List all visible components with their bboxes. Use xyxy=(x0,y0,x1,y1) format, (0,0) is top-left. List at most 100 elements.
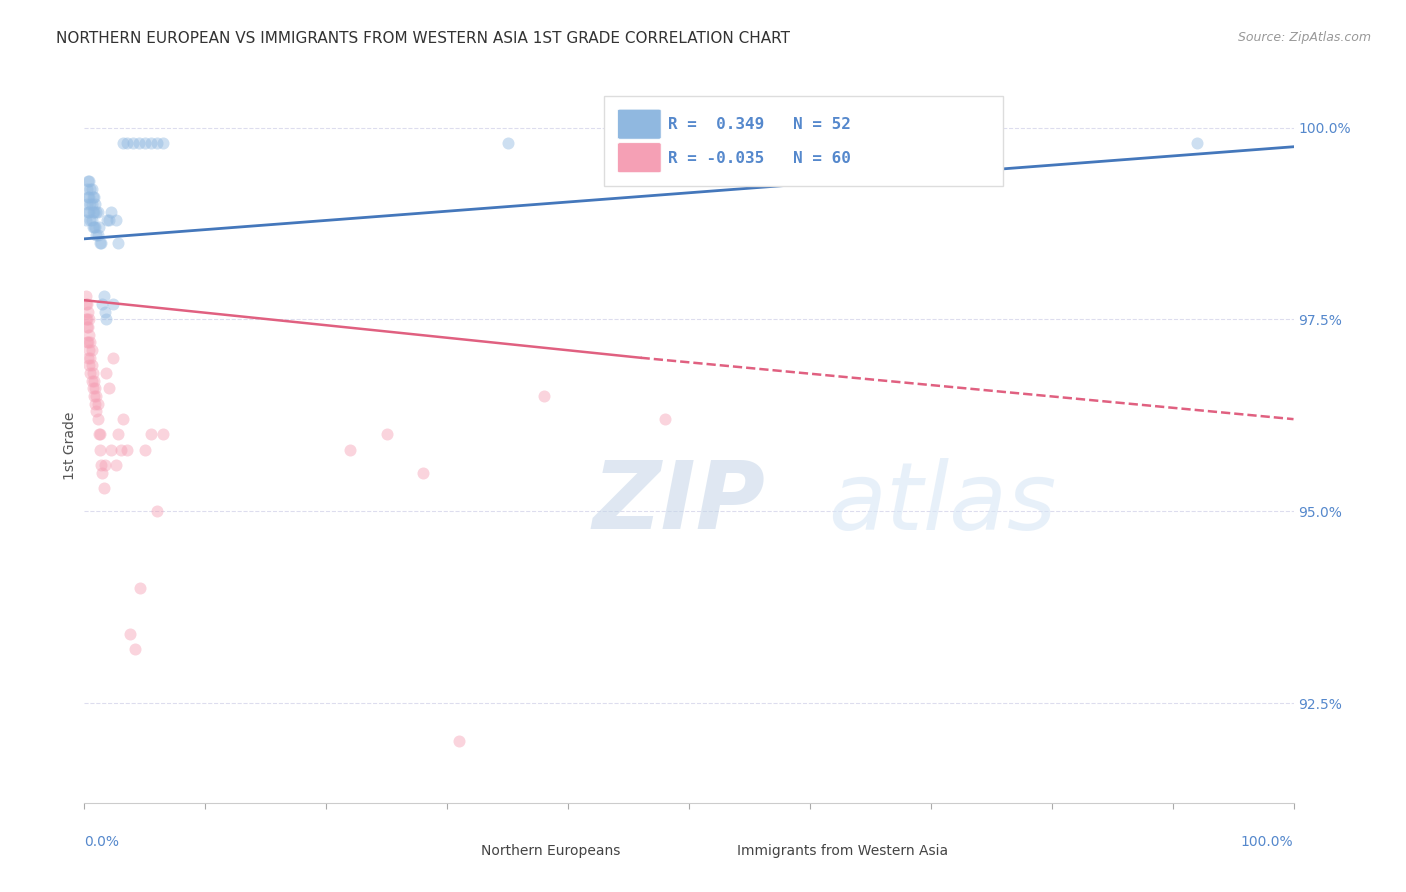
Point xyxy=(77,351,100,365)
Text: atlas: atlas xyxy=(828,458,1056,549)
Point xyxy=(83,220,105,235)
Point xyxy=(87,220,110,235)
Point xyxy=(107,235,129,250)
Point xyxy=(107,427,129,442)
Point xyxy=(76,197,98,211)
Bar xyxy=(699,842,728,860)
Text: ZIP: ZIP xyxy=(592,457,765,549)
Point xyxy=(339,442,361,457)
Point xyxy=(134,442,156,457)
Point xyxy=(104,212,127,227)
FancyBboxPatch shape xyxy=(617,143,661,173)
Text: Immigrants from Western Asia: Immigrants from Western Asia xyxy=(737,845,949,858)
Point xyxy=(80,343,103,357)
Point xyxy=(129,581,152,595)
Point xyxy=(89,427,111,442)
Point xyxy=(77,189,100,203)
Point xyxy=(79,351,101,365)
Point xyxy=(76,297,98,311)
Point xyxy=(77,205,100,219)
Point xyxy=(84,220,107,235)
Point xyxy=(152,427,174,442)
Text: R =  0.349   N = 52: R = 0.349 N = 52 xyxy=(668,117,851,132)
Point xyxy=(86,412,108,426)
Point xyxy=(82,220,104,235)
Point xyxy=(84,381,107,395)
Point xyxy=(79,366,101,380)
Point xyxy=(94,366,117,380)
Point xyxy=(96,212,118,227)
Point xyxy=(76,320,98,334)
Point xyxy=(115,136,138,150)
Y-axis label: 1st Grade: 1st Grade xyxy=(63,412,77,480)
Point xyxy=(120,627,142,641)
Point xyxy=(124,642,146,657)
Point xyxy=(128,136,150,150)
Point xyxy=(943,136,966,150)
Point xyxy=(103,297,125,311)
Point xyxy=(103,351,125,365)
Point xyxy=(80,197,103,211)
Point xyxy=(86,397,108,411)
Point xyxy=(104,458,127,473)
Point xyxy=(100,442,122,457)
Point xyxy=(76,182,98,196)
Point xyxy=(91,466,114,480)
Point xyxy=(77,189,100,203)
Point xyxy=(134,136,156,150)
Point xyxy=(617,136,640,150)
Point xyxy=(80,182,103,196)
FancyBboxPatch shape xyxy=(605,96,1004,186)
Text: NORTHERN EUROPEAN VS IMMIGRANTS FROM WESTERN ASIA 1ST GRADE CORRELATION CHART: NORTHERN EUROPEAN VS IMMIGRANTS FROM WES… xyxy=(56,31,790,46)
Point xyxy=(82,205,104,219)
Point xyxy=(77,327,100,342)
Point xyxy=(110,442,132,457)
Point xyxy=(1185,136,1208,150)
Point xyxy=(77,335,100,350)
Point xyxy=(77,304,100,318)
Point xyxy=(152,136,174,150)
Point xyxy=(90,235,112,250)
Point xyxy=(83,374,105,388)
Point xyxy=(93,481,115,495)
Point xyxy=(82,381,104,395)
Point xyxy=(75,212,97,227)
Point xyxy=(139,427,162,442)
Point xyxy=(82,189,104,203)
Point xyxy=(86,227,108,242)
Point xyxy=(449,734,471,748)
Point xyxy=(79,212,101,227)
Point xyxy=(77,174,100,188)
Point xyxy=(75,297,97,311)
Point xyxy=(77,174,100,188)
Bar xyxy=(441,842,471,860)
Point xyxy=(87,427,110,442)
Point xyxy=(86,404,108,418)
Point xyxy=(77,312,100,326)
Point xyxy=(76,312,98,326)
Point xyxy=(77,343,100,357)
Point xyxy=(75,289,97,303)
Point xyxy=(83,205,105,219)
Point xyxy=(94,304,117,318)
Point xyxy=(80,374,103,388)
Point xyxy=(89,442,111,457)
Point xyxy=(412,466,434,480)
Point xyxy=(115,442,138,457)
Point xyxy=(86,389,108,403)
Text: 0.0%: 0.0% xyxy=(84,835,120,849)
Point xyxy=(83,189,105,203)
Point xyxy=(94,458,117,473)
Point xyxy=(94,312,117,326)
Point xyxy=(100,205,122,219)
Point xyxy=(77,205,100,219)
Point xyxy=(139,136,162,150)
Point xyxy=(80,359,103,373)
Point xyxy=(146,504,169,518)
Point xyxy=(84,197,107,211)
Text: Northern Europeans: Northern Europeans xyxy=(481,845,620,858)
Point xyxy=(90,458,112,473)
Point xyxy=(533,389,555,403)
Point xyxy=(91,297,114,311)
Point xyxy=(83,389,105,403)
